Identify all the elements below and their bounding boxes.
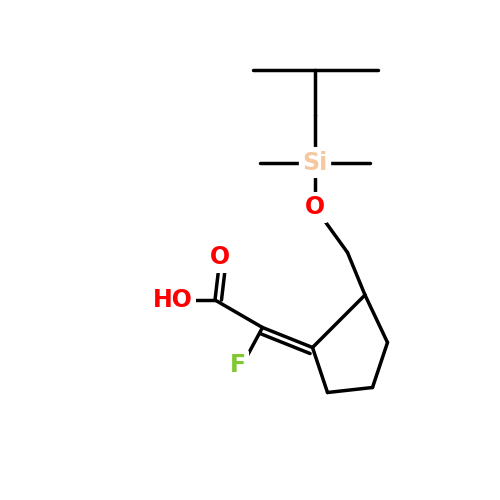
Text: O: O: [210, 246, 230, 270]
Text: O: O: [305, 196, 325, 220]
Text: Si: Si: [302, 150, 328, 174]
Text: F: F: [230, 353, 246, 377]
Text: HO: HO: [152, 288, 192, 312]
